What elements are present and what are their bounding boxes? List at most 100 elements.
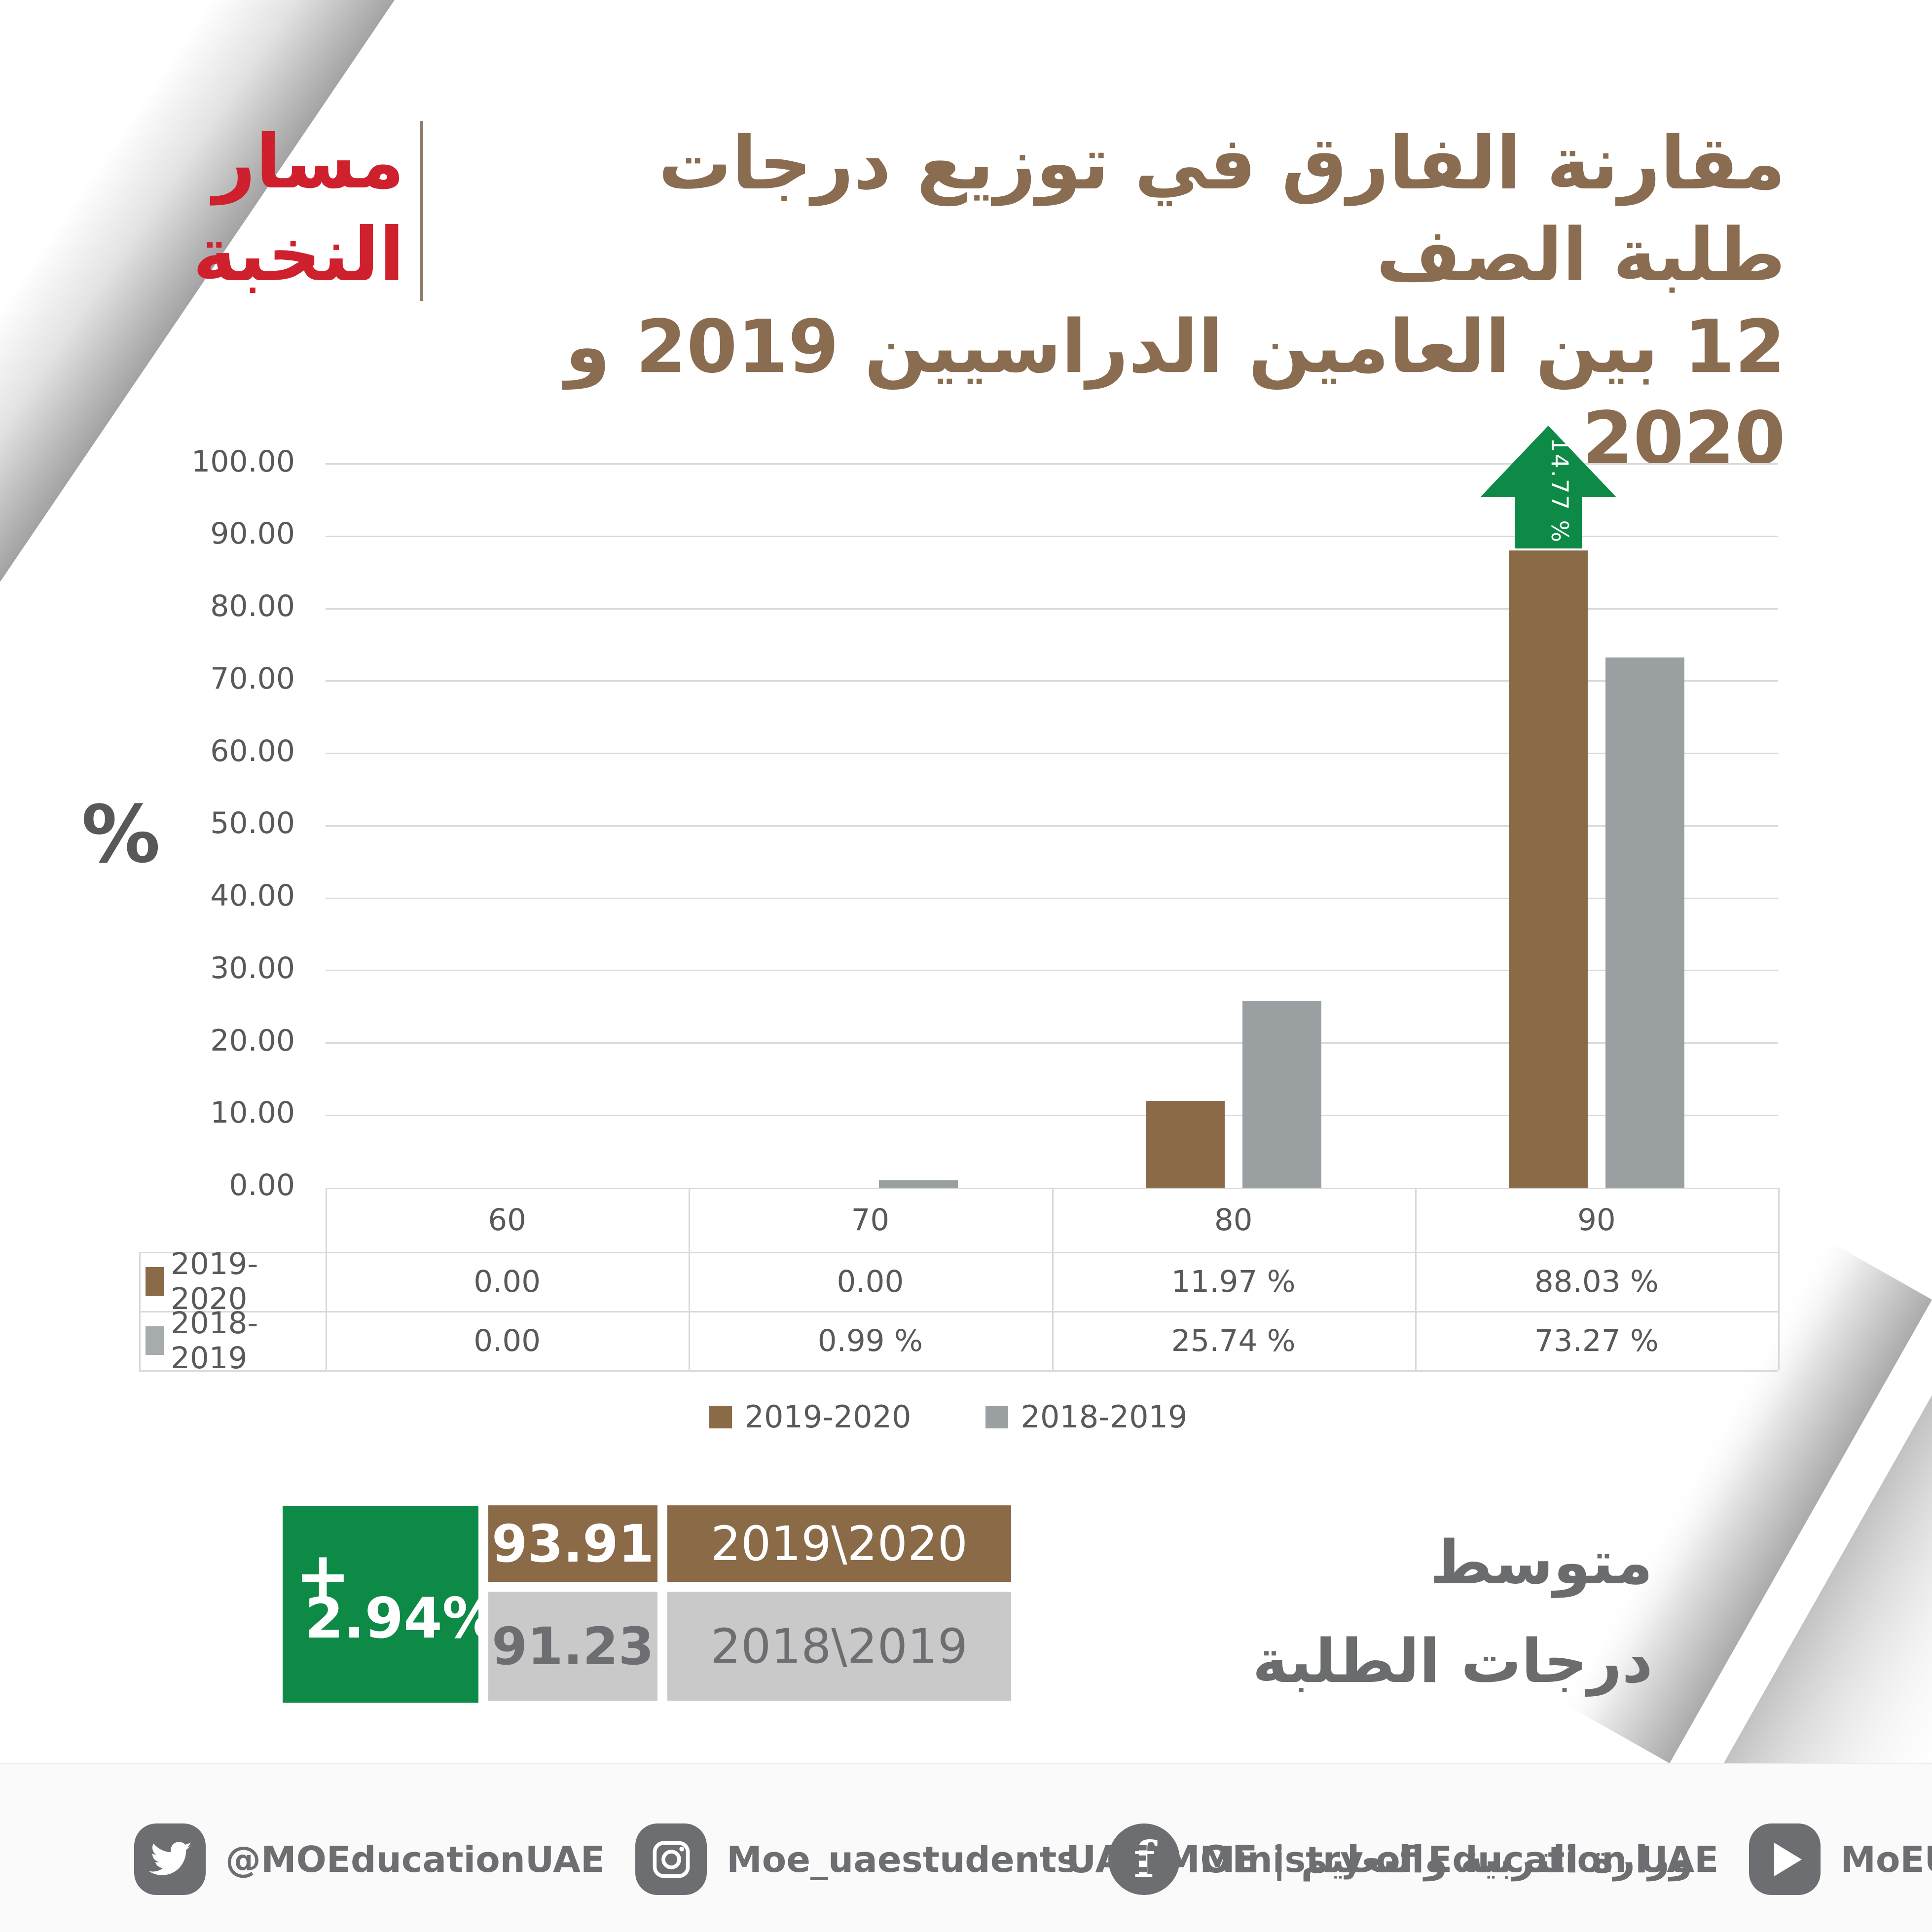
table-vline-3: [1052, 1188, 1054, 1370]
gain-plus-sign: +: [295, 1537, 351, 1615]
x-axis-label-60: 60: [488, 1202, 526, 1238]
average-grades-heading: متوسط درجات الطلبة: [1209, 1513, 1653, 1711]
footer-brand: UAE MOE | وزارة التربية والتعليم: [1066, 1816, 1693, 1902]
gridline-90: [326, 535, 1778, 537]
y-axis-tick-100: 100.00: [191, 444, 295, 479]
top-left-ribbon: [0, 0, 395, 582]
average-value-2018-2019: 91.23: [488, 1592, 657, 1701]
gridline-70: [326, 680, 1778, 682]
legend-swatch-2019-2020: [709, 1405, 732, 1428]
y-axis-tick-70: 70.00: [210, 661, 295, 696]
footer-brand-ar: وزارة التربية والتعليم: [1301, 1837, 1693, 1881]
table-row-label-2018-2019: 2018-2019: [146, 1306, 323, 1376]
page-title-line1: مقارنة الفارق في توزيع درجات طلبة الصف: [658, 121, 1786, 297]
bar-2018-2019-70: [879, 1180, 958, 1188]
gridline-50: [326, 825, 1778, 827]
year-label-2019-2020: 2019\2020: [667, 1505, 1011, 1582]
table-cell-2019-2020-70: 0.00: [837, 1264, 904, 1299]
series-swatch-2018-2019: [146, 1326, 164, 1355]
table-cell-2018-2019-70: 0.99 %: [817, 1323, 923, 1358]
elite-track-badge: مسار النخبة: [192, 116, 404, 301]
y-axis-tick-90: 90.00: [210, 516, 295, 551]
x-axis-label-70: 70: [851, 1202, 890, 1238]
table-row-label-2019-2020: 2019-2020: [146, 1246, 323, 1316]
series-swatch-2019-2020: [146, 1267, 164, 1296]
bottom-right-ribbon-shadow: [1558, 1237, 1932, 1763]
gain-percentage: 2.94%: [305, 1586, 499, 1651]
average-value-2019-2020: 93.91: [488, 1505, 657, 1582]
footer-social-handle: @MOEducationUAE: [225, 1838, 605, 1880]
bar-2018-2019-80: [1242, 1001, 1321, 1188]
y-axis-tick-10: 10.00: [210, 1095, 295, 1130]
gridline-60: [326, 753, 1778, 754]
legend-label-2019-2020: 2019-2020: [744, 1399, 911, 1435]
page-title: مقارنة الفارق في توزيع درجات طلبة الصف 1…: [469, 117, 1786, 484]
y-axis-tick-30: 30.00: [210, 950, 295, 985]
table-cell-2018-2019-60: 0.00: [474, 1323, 541, 1358]
table-vline-4: [1415, 1188, 1417, 1370]
x-axis-label-80: 80: [1214, 1202, 1253, 1238]
twitter-icon: [134, 1823, 206, 1895]
header-divider-line: [420, 121, 423, 301]
legend-label-2018-2019: 2018-2019: [1021, 1399, 1188, 1435]
series-name-2018-2019: 2018-2019: [171, 1306, 258, 1376]
footer-social-item: @MOEducationUAE: [134, 1823, 605, 1895]
gridline-10: [326, 1114, 1778, 1116]
table-vline-2: [689, 1188, 691, 1370]
gain-highlight-box: [283, 1506, 478, 1703]
youtube-icon: [1749, 1823, 1821, 1895]
y-axis-tick-50: 50.00: [210, 806, 295, 841]
gridline-80: [326, 608, 1778, 610]
footer-social-handle: Moe_uaestudents: [727, 1838, 1078, 1880]
table-cell-2019-2020-60: 0.00: [474, 1264, 541, 1299]
table-vline-5: [1778, 1188, 1780, 1370]
page-title-line2: 12 بين العامين الدراسيين 2019 و 2020: [565, 304, 1786, 481]
footer-brand-separator: |: [1272, 1837, 1286, 1881]
footer-brand-en: UAE MOE: [1065, 1837, 1258, 1881]
footer-social-item: f Ministry of Education UAE: [1108, 1823, 1718, 1895]
x-axis-label-90: 90: [1577, 1202, 1616, 1238]
table-vline-left: [139, 1252, 141, 1370]
footer-social-item: Moe_uaestudents: [635, 1823, 1078, 1895]
table-cell-2019-2020-80: 11.97 %: [1171, 1264, 1296, 1299]
table-cell-2018-2019-80: 25.74 %: [1171, 1323, 1296, 1358]
table-bottom-border: [139, 1370, 1778, 1372]
chart-legend: 2019-2020 2018-2019: [0, 1399, 1896, 1435]
series-name-2019-2020: 2019-2020: [171, 1246, 258, 1316]
table-vline-1: [326, 1188, 327, 1370]
footer-social-links: @MOEducationUAE Moe_uaestudents f Ministry …: [134, 1816, 1932, 1902]
badge-line2: النخبة: [192, 212, 404, 298]
bar-2019-2020-80: [1145, 1101, 1225, 1188]
gridline-100: [326, 463, 1778, 465]
table-cell-2018-2019-90: 73.27 %: [1534, 1323, 1659, 1358]
average-grades-heading-line2: درجات الطلبة: [1252, 1626, 1653, 1696]
instagram-icon: [635, 1823, 707, 1895]
gridline-30: [326, 970, 1778, 972]
legend-item-2019-2020: 2019-2020: [709, 1399, 911, 1435]
facebook-icon: f: [1108, 1823, 1180, 1895]
table-cell-2019-2020-90: 88.03 %: [1534, 1264, 1659, 1299]
gridline-20: [326, 1042, 1778, 1044]
growth-arrow-icon: [1480, 426, 1616, 548]
average-grades-heading-line1: متوسط: [1429, 1528, 1653, 1598]
y-axis-unit-label: %: [81, 788, 161, 880]
footer-band: [0, 1763, 1932, 1932]
gridline-40: [326, 897, 1778, 899]
y-axis-tick-0: 0.00: [229, 1168, 295, 1203]
bar-2019-2020-90: [1508, 550, 1588, 1188]
year-label-2018-2019: 2018\2019: [667, 1592, 1011, 1701]
legend-item-2018-2019: 2018-2019: [985, 1399, 1188, 1435]
table-row1-border: [139, 1252, 1778, 1253]
legend-swatch-2018-2019: [985, 1405, 1008, 1428]
y-axis-tick-40: 40.00: [210, 878, 295, 913]
badge-line1: مسار: [213, 119, 404, 205]
y-axis-tick-20: 20.00: [210, 1023, 295, 1058]
table-row2-border: [139, 1311, 1778, 1312]
growth-arrow-label: 14.77 %: [1545, 437, 1573, 544]
y-axis-tick-80: 80.00: [210, 589, 295, 623]
footer-social-handle: Ministry of Education UAE: [1200, 1838, 1719, 1880]
bar-2018-2019-90: [1605, 657, 1684, 1188]
